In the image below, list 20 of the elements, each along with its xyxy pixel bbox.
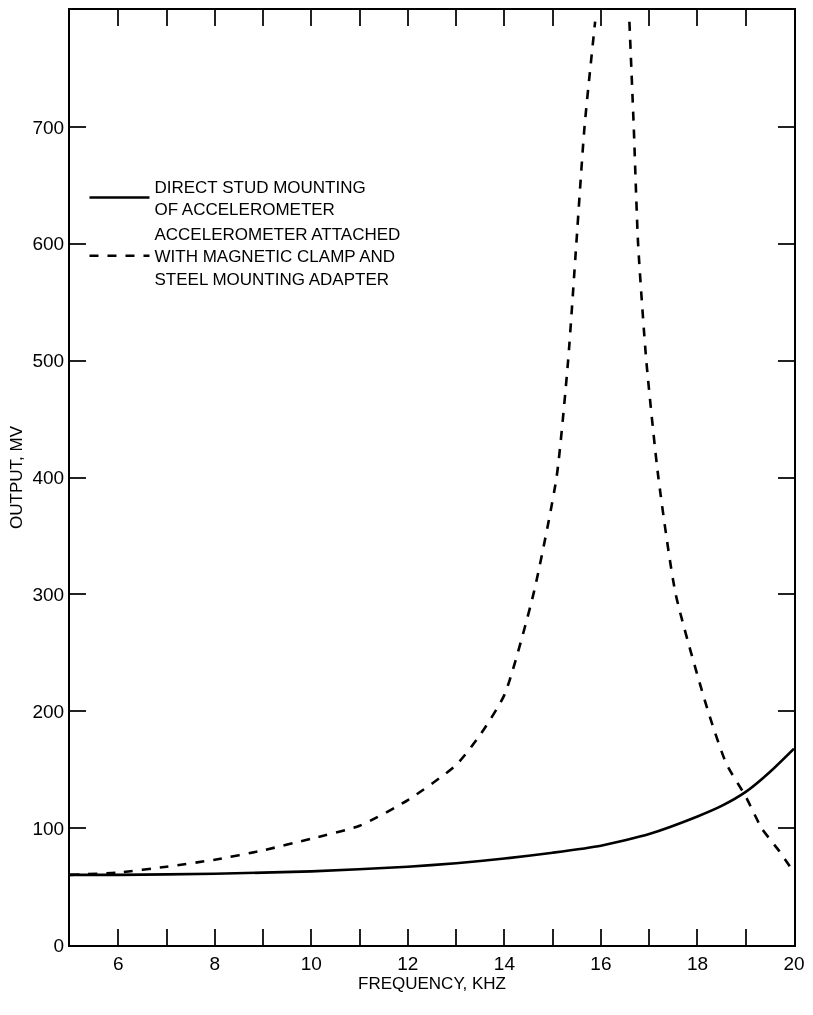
y-tick-label: 700	[32, 116, 65, 138]
x-tick-label: 18	[686, 952, 709, 974]
x-tick-label: 10	[300, 952, 322, 974]
x-tick-label: 20	[783, 952, 805, 974]
x-axis-title: FREQUENCY, KHZ	[358, 973, 506, 993]
x-tick-label: 14	[493, 952, 516, 974]
legend-label: DIRECT STUD MOUNTING OF ACCELEROMETER	[154, 178, 366, 220]
y-tick-label: 500	[32, 350, 65, 372]
legend-label: ACCELEROMETER ATTACHED WITH MAGNETIC CLAMP AND STEEL MOUNTING ADAPTER	[154, 225, 401, 289]
y-tick-label: 100	[32, 817, 65, 839]
x-tick-label: 6	[112, 952, 124, 974]
y-tick-label: 600	[32, 233, 65, 255]
y-tick-label: 0	[53, 934, 65, 956]
x-tick-label: 12	[397, 952, 419, 974]
y-tick-label: 200	[32, 700, 65, 722]
y-tick-label: 400	[32, 467, 65, 489]
y-tick-label: 300	[32, 584, 65, 606]
y-axis-title: OUTPUT, MV	[6, 425, 26, 529]
x-tick-label: 16	[590, 952, 612, 974]
x-tick-label: 8	[209, 952, 221, 974]
